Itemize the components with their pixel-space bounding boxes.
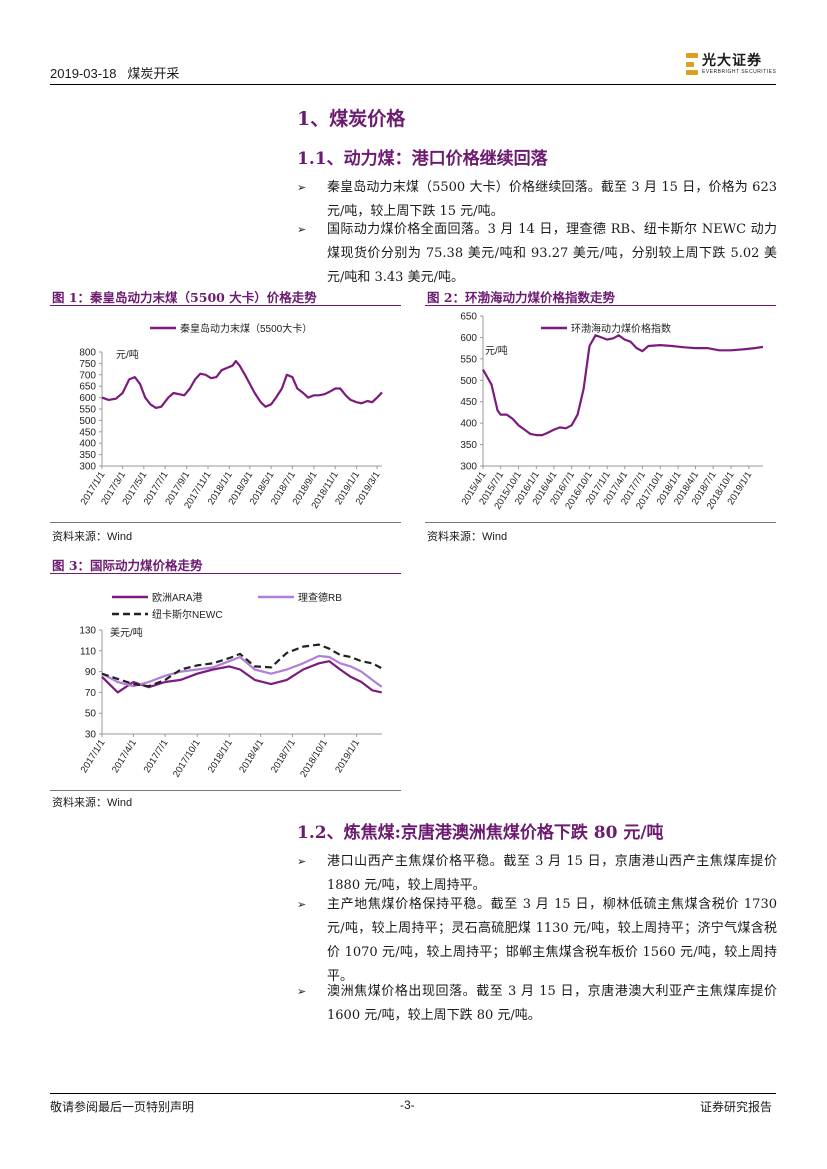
- section-1-2-title: 1.2、炼焦煤:京唐港澳洲焦煤价格下跌 80 元/吨: [297, 823, 664, 843]
- y-tick-label: 400: [79, 439, 96, 450]
- fig1-title: 图 1：秦皇岛动力末煤（5500 大卡）价格走势: [52, 290, 317, 305]
- fig2-title-rule: [425, 305, 776, 306]
- y-tick-label: 300: [79, 462, 96, 473]
- series-line: [482, 334, 764, 437]
- y-tick-label: 90: [85, 667, 97, 678]
- logo-en-text: EVERBRIGHT SECURITIES: [702, 68, 777, 75]
- y-tick-label: 30: [85, 730, 97, 741]
- y-tick-label: 450: [79, 427, 96, 438]
- y-tick-label: 650: [460, 312, 477, 323]
- section-1-title: 1、煤炭价格: [297, 108, 406, 130]
- section-1-1-title: 1.1、动力煤：港口价格继续回落: [297, 149, 548, 169]
- x-tick-label: 2018/7/1: [269, 738, 298, 775]
- y-tick-label: 700: [79, 370, 96, 381]
- fig3-title-rule: [50, 573, 401, 574]
- x-tick-label: 2018/4/1: [237, 738, 266, 775]
- bullet-item: ➢ 港口山西产主焦煤价格平稳。截至 3 月 15 日，京唐港山西产主焦煤库提价 …: [297, 850, 777, 898]
- series-line: [101, 643, 383, 688]
- x-tick-label: 2018/1/1: [206, 738, 235, 775]
- everbright-logo: 光大证券 EVERBRIGHT SECURITIES: [686, 52, 776, 76]
- y-tick-label: 110: [80, 646, 96, 657]
- bullet-item: ➢ 秦皇岛动力末煤（5500 大卡）价格继续回落。截至 3 月 15 日，价格为…: [297, 176, 777, 224]
- y-tick-label: 50: [85, 709, 97, 720]
- x-tick-label: 2017/10/1: [171, 738, 203, 780]
- x-tick-label: 2019/1/1: [333, 738, 362, 775]
- y-tick-label: 600: [460, 333, 477, 344]
- series-line: [101, 654, 383, 688]
- y-tick-label: 650: [79, 382, 96, 393]
- fig3-source: 资料来源：Wind: [52, 797, 133, 809]
- fig3-title: 图 3：国际动力煤价格走势: [52, 558, 203, 573]
- fig2-source-rule: [425, 522, 776, 523]
- legend-label: 理查德RB: [298, 591, 342, 604]
- y-tick-label: 350: [79, 450, 96, 461]
- fig1-source: 资料来源：Wind: [52, 531, 133, 543]
- x-tick-label: 2017/7/1: [142, 738, 171, 775]
- y-tick-label: 500: [79, 416, 96, 427]
- x-tick-label: 2017/1/1: [79, 738, 108, 775]
- y-tick-label: 350: [460, 440, 477, 451]
- bullet-arrow-icon: ➢: [297, 223, 307, 236]
- report-date-and-sector: 2019-03-18 煤炭开采: [50, 63, 179, 82]
- fig2-chart: 300350400450500550600650元/吨2015/4/12015/…: [460, 312, 764, 511]
- x-tick-label: 2018/10/1: [298, 738, 330, 780]
- logo-cn-text: 光大证券: [702, 52, 762, 69]
- y-tick-label: 500: [460, 376, 477, 387]
- y-tick-label: 130: [79, 626, 96, 637]
- bullet-text: 秦皇岛动力末煤（5500 大卡）价格继续回落。截至 3 月 15 日，价格为 6…: [327, 180, 777, 219]
- y-unit-label: 美元/吨: [110, 626, 143, 639]
- footer-report-type: 证券研究报告: [700, 1100, 773, 1114]
- y-tick-label: 550: [79, 405, 96, 416]
- logo-mark-icon: [686, 53, 698, 75]
- bullet-arrow-icon: ➢: [297, 855, 307, 868]
- fig1-source-rule: [50, 522, 401, 523]
- y-tick-label: 70: [85, 688, 97, 699]
- y-unit-label: 元/吨: [485, 344, 508, 357]
- bullet-text: 国际动力煤价格全面回落。3 月 14 日，理查德 RB、纽卡斯尔 NEWC 动力…: [327, 222, 777, 285]
- bullet-text: 主产地焦煤价格保持平稳。截至 3 月 15 日，柳林低硫主焦煤含税价 1730 …: [327, 897, 777, 984]
- bullet-arrow-icon: ➢: [297, 181, 307, 194]
- fig1-title-rule: [50, 305, 401, 306]
- bullet-text: 澳洲焦煤价格出现回落。截至 3 月 15 日，京唐港澳大利亚产主焦煤库提价 16…: [327, 984, 777, 1023]
- y-tick-label: 800: [79, 348, 96, 359]
- bullet-item: ➢ 国际动力煤价格全面回落。3 月 14 日，理查德 RB、纽卡斯尔 NEWC …: [297, 218, 777, 290]
- bullet-arrow-icon: ➢: [297, 898, 307, 911]
- y-tick-label: 750: [79, 359, 96, 370]
- fig2-source: 资料来源：Wind: [427, 531, 508, 543]
- page-number: -3-: [400, 1098, 415, 1112]
- fig3-chart: 30 50 70 90 110 130 美元/吨 2017/1/1 2017/4/1 2017/7…: [79, 591, 383, 780]
- y-unit-label: 元/吨: [116, 348, 139, 361]
- legend-label: 纽卡斯尔NEWC: [152, 608, 223, 621]
- footer-divider: [50, 1093, 776, 1094]
- header-divider: [50, 84, 776, 85]
- legend-label: 欧洲ARA港: [152, 592, 203, 604]
- y-tick-label: 450: [460, 397, 477, 408]
- series-line: [101, 660, 382, 694]
- bullet-item: ➢ 主产地焦煤价格保持平稳。截至 3 月 15 日，柳林低硫主焦煤含税价 173…: [297, 893, 777, 989]
- x-tick-label: 2017/4/1: [110, 738, 139, 775]
- y-tick-label: 400: [460, 419, 477, 430]
- y-tick-label: 550: [460, 354, 477, 365]
- bullet-item: ➢ 澳洲焦煤价格出现回落。截至 3 月 15 日，京唐港澳大利亚产主焦煤库提价 …: [297, 980, 777, 1028]
- fig2-title: 图 2：环渤海动力煤价格指数走势: [427, 290, 616, 305]
- series-line: [101, 360, 383, 409]
- legend-label: 环渤海动力煤价格指数: [571, 322, 671, 335]
- report-date: 2019-03-18: [50, 66, 117, 81]
- footer-disclaimer: 敬请参阅最后一页特别声明: [50, 1100, 195, 1114]
- bullet-text: 港口山西产主焦煤价格平稳。截至 3 月 15 日，京唐港山西产主焦煤库提价 18…: [327, 854, 777, 893]
- legend-label: 秦皇岛动力末煤（5500大卡）: [180, 322, 312, 335]
- bullet-arrow-icon: ➢: [297, 985, 307, 998]
- y-tick-label: 600: [79, 393, 96, 404]
- y-tick-label: 300: [460, 462, 477, 473]
- fig3-source-rule: [50, 790, 401, 791]
- report-sector: 煤炭开采: [127, 66, 180, 81]
